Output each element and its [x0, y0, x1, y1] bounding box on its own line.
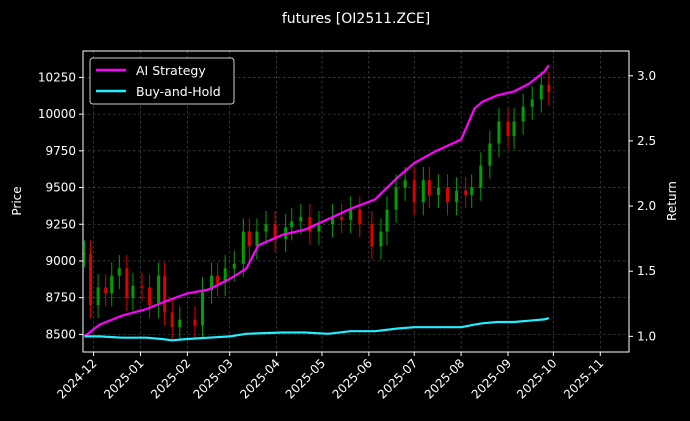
- candle-body: [216, 275, 220, 283]
- candle-body: [446, 187, 450, 203]
- legend-label-ai-strategy: AI Strategy: [136, 63, 206, 78]
- y-right-tick-label: 1.5: [637, 264, 656, 278]
- candle-body: [385, 209, 389, 232]
- candle-body: [273, 224, 277, 239]
- candle-body: [479, 165, 483, 188]
- candle-body: [140, 285, 144, 288]
- y-axis-right-label: Return: [665, 181, 679, 221]
- candle-body: [110, 275, 114, 294]
- y-right-tick-label: 1.0: [637, 329, 656, 343]
- candle-body: [331, 216, 335, 225]
- candle-body: [178, 319, 182, 328]
- candle-body: [512, 121, 516, 137]
- candle-body: [530, 99, 534, 107]
- y-left-tick-label: 9500: [45, 181, 76, 195]
- candle-body: [299, 216, 303, 222]
- chart-title: futures [OI2511.ZCE]: [282, 11, 430, 27]
- y-right-tick-label: 3.0: [637, 69, 656, 83]
- candle-body: [210, 275, 214, 291]
- candle-body: [163, 275, 167, 313]
- candle-body: [521, 106, 525, 122]
- candle-body: [241, 231, 245, 264]
- candle-body: [131, 285, 135, 298]
- y-right-tick-label: 2.0: [637, 199, 656, 213]
- candle-body: [157, 275, 161, 306]
- candle-body: [488, 143, 492, 166]
- y-axis-left-label: Price: [10, 186, 24, 215]
- candle-body: [436, 187, 440, 195]
- y-left-tick-label: 9250: [45, 217, 76, 231]
- candle-body: [170, 312, 174, 328]
- candle-body: [247, 231, 251, 247]
- legend: AI Strategy Buy-and-Hold: [89, 57, 235, 105]
- y-right-tick-label: 2.5: [637, 134, 656, 148]
- candle-body: [421, 180, 425, 203]
- candle-body: [255, 231, 259, 247]
- candle-body: [506, 121, 510, 137]
- candle-body: [223, 268, 227, 283]
- candle-body: [264, 224, 268, 232]
- candle-body: [464, 190, 468, 195]
- series-lines: [83, 64, 550, 342]
- plot-frame: [82, 50, 630, 353]
- candle-body: [96, 287, 100, 306]
- candle-body: [104, 287, 108, 294]
- candle-body: [358, 209, 362, 225]
- y-left-tick-label: 9000: [45, 254, 76, 268]
- candle-body: [539, 84, 543, 100]
- candle-body: [148, 287, 152, 306]
- ai-strategy-line: [83, 64, 550, 338]
- y-left-tick-label: 10250: [38, 70, 76, 84]
- candle-body: [89, 253, 93, 306]
- candle-body: [455, 190, 459, 203]
- candle-body: [200, 290, 204, 326]
- price-candles: [83, 71, 551, 341]
- candle-body: [379, 231, 383, 247]
- candle-body: [317, 224, 321, 232]
- candle-body: [349, 209, 353, 220]
- candle-body: [370, 224, 374, 247]
- candle-body: [125, 268, 129, 298]
- candle-body: [427, 180, 431, 195]
- candle-body: [412, 180, 416, 203]
- candle-body: [117, 268, 121, 276]
- y-left-tick-label: 8750: [45, 291, 76, 305]
- candle-body: [497, 121, 501, 144]
- candle-body: [394, 187, 398, 210]
- y-left-tick-label: 9750: [45, 144, 76, 158]
- candle-body: [547, 84, 551, 93]
- y-left-tick-label: 8500: [45, 327, 76, 341]
- legend-label-buy-and-hold: Buy-and-Hold: [136, 84, 221, 99]
- y-left-tick-label: 10000: [38, 107, 76, 121]
- candle-body: [308, 216, 312, 232]
- candle-body: [193, 319, 197, 326]
- candle-body: [232, 263, 236, 269]
- candle-body: [403, 180, 407, 188]
- candle-body: [470, 187, 474, 195]
- candle-body: [340, 216, 344, 220]
- candle-body: [290, 221, 294, 228]
- candle-body: [83, 253, 87, 255]
- buy-and-hold-line: [84, 317, 550, 342]
